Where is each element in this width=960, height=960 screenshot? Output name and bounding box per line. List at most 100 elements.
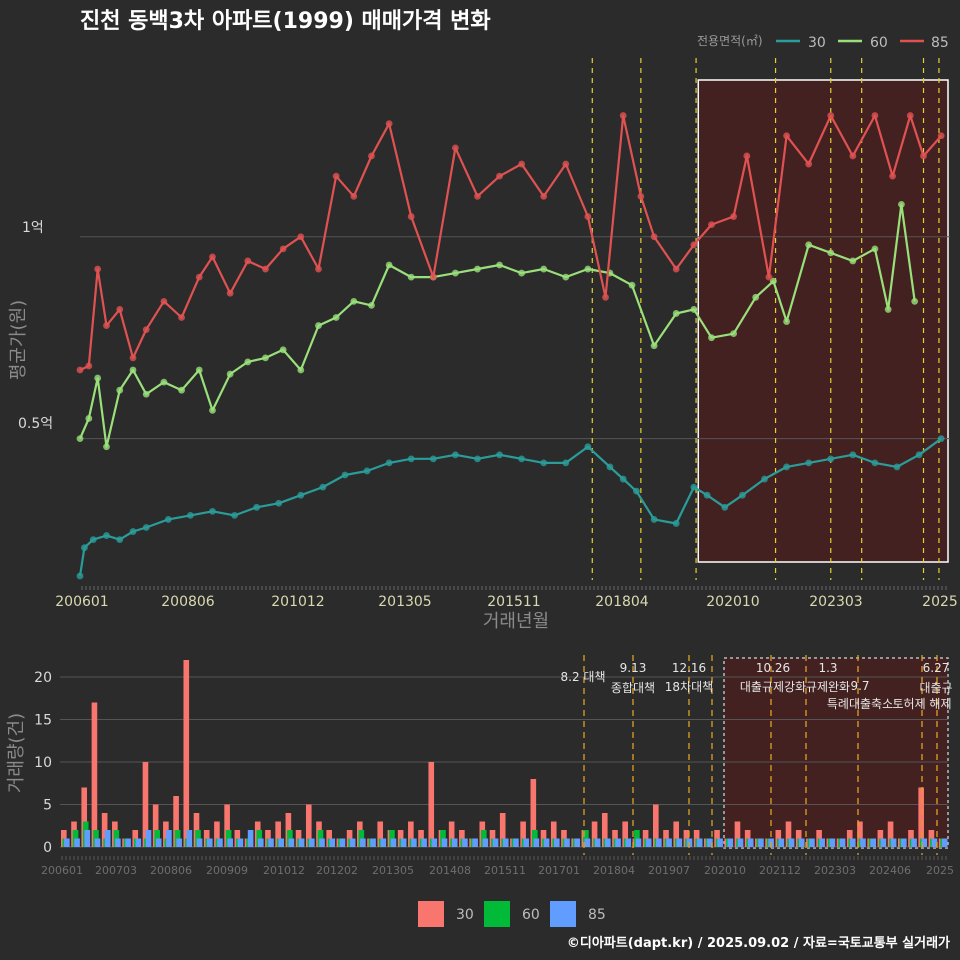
policy-label: 토허제 해제 bbox=[892, 697, 951, 711]
x-tick-label: 202303 bbox=[809, 594, 862, 610]
legend-label-30: 30 bbox=[808, 35, 826, 51]
volume-bar-30 bbox=[530, 779, 537, 847]
volume-bar-85 bbox=[125, 838, 131, 847]
volume-bar-85 bbox=[288, 838, 295, 847]
volume-bar-85 bbox=[166, 830, 172, 847]
data-point-30 bbox=[103, 532, 110, 539]
data-point-60 bbox=[496, 261, 503, 269]
bottom-x-tick-label: 201012 bbox=[263, 864, 305, 877]
data-point-60 bbox=[297, 366, 305, 374]
data-point-85 bbox=[920, 152, 927, 160]
price-line-chart: 200601 200806 201012 201305 201511 201804 2020… bbox=[55, 58, 958, 610]
volume-bar-30 bbox=[601, 813, 608, 847]
volume-bar-85 bbox=[625, 838, 632, 847]
volume-bar-85 bbox=[676, 838, 683, 847]
data-point-60 bbox=[827, 249, 835, 257]
volume-bar-85 bbox=[666, 838, 672, 847]
data-point-30 bbox=[275, 499, 283, 507]
volume-bar-85 bbox=[227, 838, 233, 847]
data-point-85 bbox=[142, 326, 150, 334]
data-point-85 bbox=[385, 120, 393, 128]
volume-bar-85 bbox=[319, 838, 325, 847]
volume-bar-85 bbox=[309, 838, 315, 847]
data-point-30 bbox=[540, 459, 548, 467]
volume-bar-85 bbox=[370, 838, 376, 847]
volume-bar-85 bbox=[911, 838, 917, 847]
data-point-85 bbox=[496, 172, 503, 180]
policy-date: 9.13 bbox=[620, 661, 647, 675]
data-point-60 bbox=[129, 366, 137, 374]
data-point-30 bbox=[703, 491, 711, 499]
volume-bar-30 bbox=[887, 821, 894, 847]
data-point-30 bbox=[116, 536, 124, 544]
volume-bar-85 bbox=[615, 838, 621, 847]
bottom-x-tick-label: 201804 bbox=[593, 864, 635, 877]
volume-bar-30 bbox=[183, 660, 190, 847]
bottom-y-tick: 10 bbox=[34, 755, 52, 771]
data-point-60 bbox=[226, 370, 234, 378]
bottom-x-tick-label: 201907 bbox=[648, 864, 690, 877]
data-point-30 bbox=[451, 451, 459, 459]
volume-bar-85 bbox=[778, 838, 785, 847]
bottom-x-tick-label: 201202 bbox=[316, 864, 358, 877]
data-point-30 bbox=[474, 455, 481, 463]
data-point-85 bbox=[332, 172, 340, 180]
data-point-60 bbox=[730, 330, 738, 338]
volume-bar-30 bbox=[550, 821, 557, 847]
data-point-30 bbox=[129, 528, 137, 535]
volume-bar-30 bbox=[81, 787, 88, 847]
policy-label: 특례대출축소 bbox=[827, 697, 893, 711]
volume-bar-85 bbox=[145, 830, 152, 847]
bottom-x-tick-label: 202112 bbox=[759, 864, 801, 877]
x-tick-label: 200806 bbox=[161, 594, 215, 610]
data-point-60 bbox=[562, 273, 570, 281]
volume-bar-30 bbox=[653, 804, 659, 847]
volume-bar-85 bbox=[849, 838, 856, 847]
legend-swatch-60 bbox=[484, 901, 510, 927]
volume-bar-30 bbox=[152, 804, 159, 847]
data-point-60 bbox=[752, 293, 760, 301]
data-point-60 bbox=[407, 273, 415, 281]
data-point-60 bbox=[85, 415, 93, 422]
volume-bar-30 bbox=[305, 804, 312, 847]
bottom-y-tick: 5 bbox=[43, 798, 52, 814]
volume-bar-85 bbox=[64, 838, 70, 847]
data-point-60 bbox=[584, 265, 592, 273]
data-point-30 bbox=[89, 536, 97, 544]
data-point-60 bbox=[518, 269, 526, 277]
x-tick-label: 202010 bbox=[706, 594, 759, 610]
data-point-30 bbox=[429, 455, 437, 463]
volume-bar-85 bbox=[829, 838, 836, 847]
bottom-x-tick-label: 200601 bbox=[41, 864, 83, 877]
data-point-30 bbox=[606, 463, 614, 471]
data-point-60 bbox=[116, 386, 124, 394]
data-point-85 bbox=[584, 213, 592, 220]
x-tick-label: 2025 bbox=[922, 594, 958, 610]
data-point-60 bbox=[76, 435, 84, 443]
x-tick-label: 201804 bbox=[595, 594, 649, 610]
bottom-legend-label-60: 60 bbox=[522, 907, 540, 923]
data-point-30 bbox=[562, 459, 570, 467]
volume-bar-85 bbox=[523, 838, 529, 847]
highlight-region-bottom bbox=[723, 657, 949, 849]
volume-bar-85 bbox=[441, 838, 448, 847]
data-point-85 bbox=[827, 112, 835, 119]
policy-label: 대출규제강화 bbox=[740, 680, 806, 694]
volume-bar-85 bbox=[656, 838, 662, 847]
data-point-60 bbox=[209, 406, 216, 414]
data-point-85 bbox=[518, 160, 526, 168]
data-point-85 bbox=[672, 265, 680, 273]
data-point-60 bbox=[849, 257, 857, 265]
data-point-85 bbox=[297, 233, 305, 241]
volume-bar-85 bbox=[186, 830, 193, 847]
data-point-60 bbox=[540, 265, 548, 273]
volume-bar-85 bbox=[380, 838, 387, 847]
volume-bar-85 bbox=[94, 838, 101, 847]
volume-bar-85 bbox=[819, 838, 825, 847]
volume-bar-85 bbox=[257, 838, 264, 847]
volume-bar-85 bbox=[513, 838, 519, 847]
volume-bar-30 bbox=[857, 821, 863, 847]
volume-bar-85 bbox=[268, 838, 274, 847]
bottom-x-tick-label: 202303 bbox=[814, 864, 856, 877]
